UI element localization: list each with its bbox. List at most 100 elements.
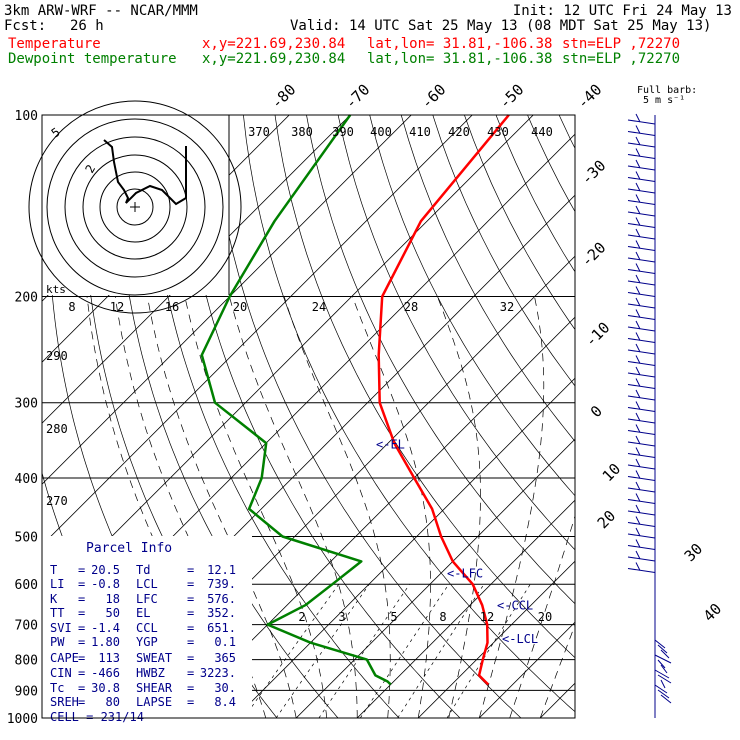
parcel-info-value: = [187, 592, 194, 606]
wind-barb [627, 522, 656, 527]
pressure-label: 600 [15, 578, 38, 593]
parcel-info-value: = [78, 666, 85, 680]
parcel-info-value: = [187, 681, 194, 695]
isotherm-label: 30 [681, 540, 707, 566]
wind-barb [635, 447, 641, 456]
wind-barb [635, 240, 641, 249]
hodo-speed-label: 12 [110, 300, 124, 314]
wind-barb [627, 407, 656, 412]
isotherm-label: 20 [594, 507, 620, 533]
theta-label: 400 [370, 125, 392, 139]
parcel-info-value: 18 [106, 592, 120, 606]
legend-dewpoint-xy: x,y=221.69,230.84 [202, 51, 346, 67]
wind-barb [660, 649, 670, 659]
hodo-speed-label: 8 [68, 300, 75, 314]
wind-barb [627, 568, 656, 573]
wind-barb [635, 263, 641, 272]
isotherm-label: 10 [599, 460, 625, 486]
parcel-info-value: SREH [50, 695, 79, 709]
wind-barb [635, 470, 641, 479]
model-title: 3km ARW-WRF -- NCAR/MMM [4, 3, 198, 19]
parcel-info-value: CIN [50, 666, 72, 680]
wind-barb [627, 430, 656, 435]
parcel-info-value: SWEAT [136, 651, 172, 665]
pressure-label: 700 [15, 619, 38, 634]
wind-barb [635, 113, 641, 123]
dry-adiabat [400, 115, 575, 442]
barb-legend-line1: Full barb: [637, 85, 698, 96]
mixing-ratio-line [360, 584, 450, 718]
parcel-info-value: LAPSE [136, 695, 172, 709]
pressure-label: 1000 [7, 712, 38, 727]
wind-barb [635, 378, 641, 387]
wind-barb [635, 562, 641, 571]
wind-barb [635, 320, 641, 330]
theta-label: 370 [248, 125, 270, 139]
dry-adiabat [337, 115, 575, 551]
parcel-info-cell: CELL = 231/14 [50, 710, 144, 724]
wind-barb [627, 372, 656, 378]
parcel-info-value: = [78, 651, 85, 665]
parcel-info-value: 651. [207, 621, 236, 635]
wind-barb [627, 142, 656, 148]
wind-barb [635, 148, 641, 157]
wind-barb [660, 679, 666, 689]
theta-label: 390 [332, 125, 354, 139]
parcel-level-label: <-CCL [497, 599, 533, 613]
wind-barb [627, 292, 656, 297]
parcel-info-value: CAPE [50, 651, 79, 665]
isotherm-line [539, 682, 575, 718]
isotherm-label: -80 [268, 81, 300, 113]
wind-barb [635, 332, 641, 341]
dry-adiabat [654, 115, 740, 718]
isotherm-line [234, 377, 575, 718]
parcel-level-label: <-EL [376, 438, 405, 452]
isotherm-label: -70 [342, 81, 374, 113]
mixing-ratio-line [397, 584, 485, 718]
isotherm-label: -30 [578, 157, 610, 189]
wind-barb [635, 125, 641, 134]
isotherm-line [478, 621, 575, 718]
parcel-info-value: CCL [136, 621, 158, 635]
isotherm-line [417, 560, 575, 718]
legend-temperature-xy: x,y=221.69,230.84 [202, 36, 346, 52]
theta-left-label: 270 [46, 494, 68, 508]
parcel-info-value: = [187, 666, 194, 680]
isotherm-label: 0 [587, 402, 606, 421]
wind-barb [635, 274, 641, 284]
parcel-info-value: 1.80 [91, 635, 120, 649]
wind-barb [635, 182, 641, 192]
dry-adiabat [432, 115, 575, 387]
wind-barb [654, 669, 670, 679]
theta-label: 420 [448, 125, 470, 139]
isotherm-line [356, 499, 575, 718]
hodo-speed-label: 20 [233, 300, 247, 314]
pressure-label: 100 [15, 109, 38, 124]
barb-legend-line2: 5 m s⁻¹ [643, 95, 686, 106]
theta-label: 440 [531, 125, 553, 139]
dry-adiabat [243, 115, 575, 713]
wind-barb [627, 280, 656, 286]
wind-barb [635, 309, 641, 318]
wind-barb [627, 303, 656, 309]
isotherm-line [42, 115, 473, 546]
wind-barb [635, 194, 641, 203]
hodo-units: kts [46, 283, 66, 296]
dewpoint-line [200, 114, 392, 686]
dry-adiabat [527, 115, 575, 213]
fcst-value: 26 h [70, 18, 104, 34]
pressure-label: 900 [15, 684, 38, 699]
wind-barb [635, 136, 641, 146]
theta-left-label: 280 [46, 422, 68, 436]
wind-barb [627, 119, 656, 125]
dry-adiabat [148, 115, 400, 718]
wind-barb [627, 154, 656, 159]
isotherm-label: -60 [418, 81, 450, 113]
hodo-speed-label: 28 [404, 300, 418, 314]
hodograph: 5 2 kts [28, 100, 242, 314]
wind-barb [627, 246, 656, 251]
parcel-info-title: Parcel Info [86, 541, 172, 556]
parcel-info-value: 0.1 [214, 635, 236, 649]
parcel-info-value: 739. [207, 577, 236, 591]
wind-barb [627, 395, 656, 401]
